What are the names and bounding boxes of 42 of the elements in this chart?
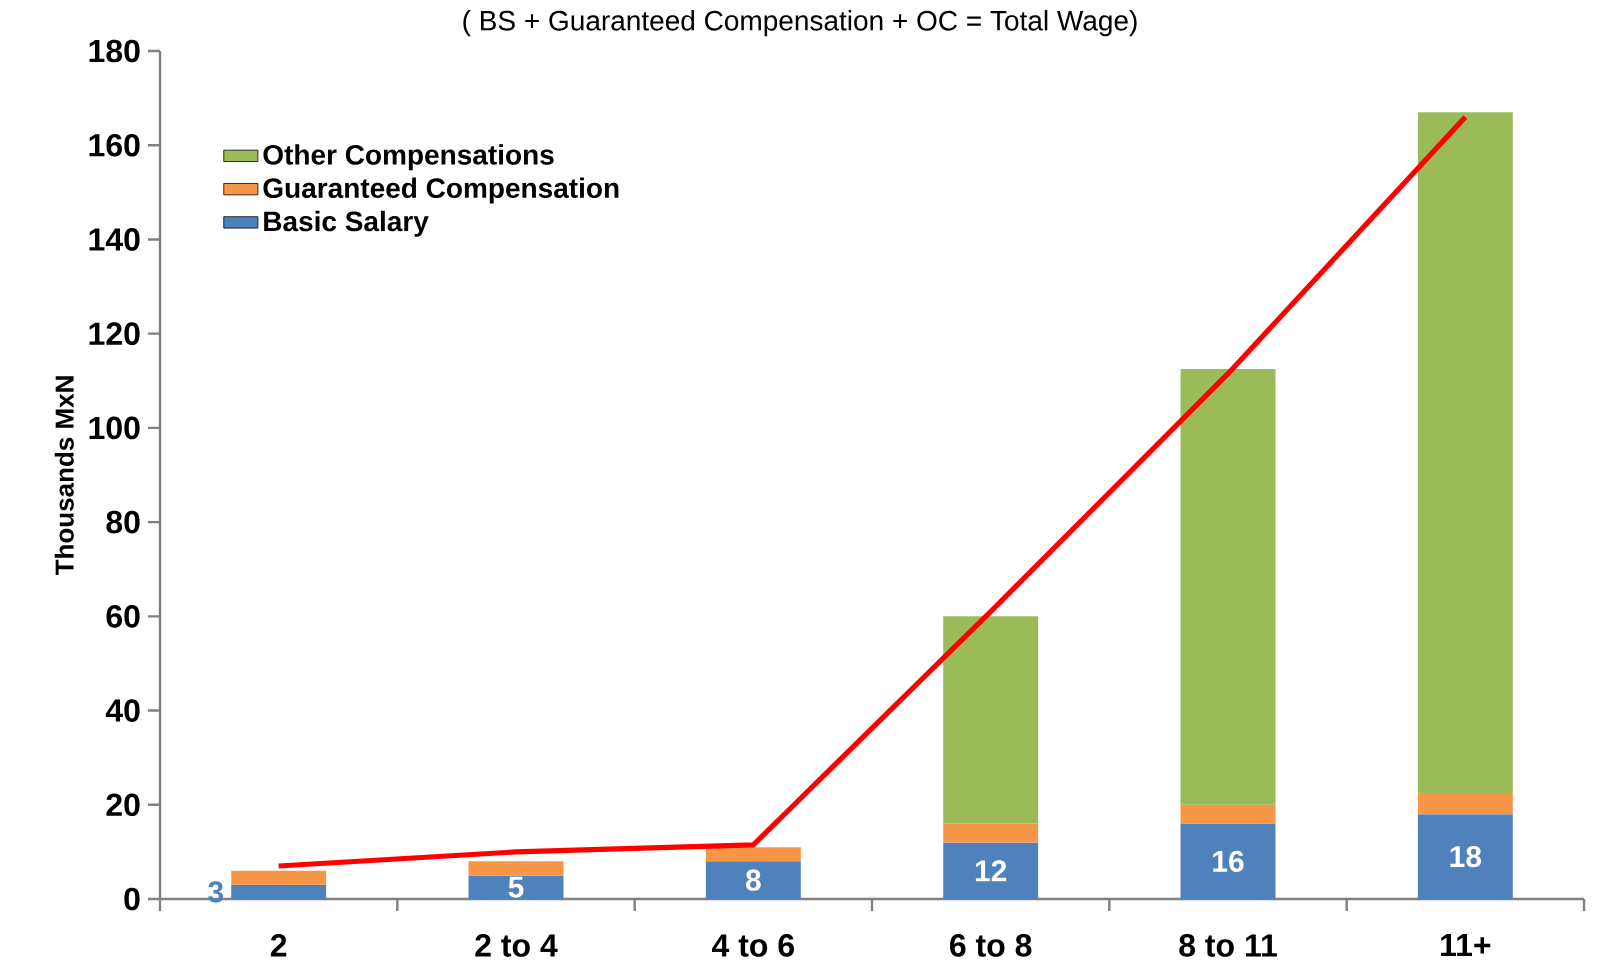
legend-label: Basic Salary [264,210,429,237]
chart-title: ( BS + Guaranteed Compensation + OC = Total Wage) [463,10,1137,37]
y-tick-label: 120 [89,322,140,345]
y-tick-label: 80 [106,510,140,534]
bar [943,616,1039,824]
bar [943,842,1039,899]
data-label: 18 [1450,845,1482,868]
legend-label: Other Compensations [263,144,554,171]
x-tick-label: 2 to 4 [475,934,558,957]
data-label: 3 [208,881,224,903]
y-tick-label: 180 [89,39,140,63]
x-tick-label: 4 to 6 [712,934,794,957]
data-label: 16 [1213,850,1244,872]
y-tick-label: 40 [105,699,140,722]
bar [943,823,1039,843]
y-tick-label: 0 [124,887,140,911]
bar [1417,112,1513,793]
x-tick-label: 11+ [1441,934,1491,957]
bar [705,847,801,862]
y-axis-title: Thousands MxN [54,376,74,576]
bar [705,861,801,899]
bar [1180,804,1276,824]
bar [231,870,327,885]
bar [1417,792,1513,815]
bar [231,884,327,899]
y-tick-label: 140 [89,228,140,251]
y-tick-label: 160 [89,133,140,157]
bar [1417,814,1513,899]
data-label: 5 [508,876,524,898]
y-tick-label: 100 [89,416,140,440]
bar [468,875,564,899]
y-tick-label: 20 [106,793,140,817]
data-label: 12 [975,860,1007,882]
legend-label: Guaranteed Compensation [263,177,619,204]
bar [1180,823,1276,899]
x-tick-label: 2 [270,934,287,957]
bar [468,861,564,876]
bar [1180,369,1276,805]
x-tick-label: 6 to 8 [950,934,1032,957]
x-tick-label: 8 to 11 [1179,934,1277,957]
y-tick-label: 60 [106,605,140,628]
data-label: 8 [745,869,761,891]
